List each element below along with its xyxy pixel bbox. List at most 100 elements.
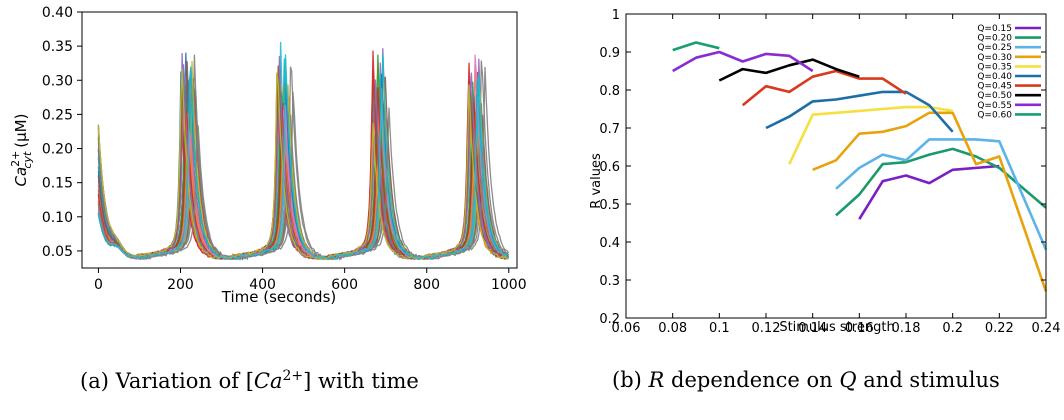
- chart-a-y-tick-label: 0.05: [42, 244, 73, 260]
- chart-a-series-line: [97, 77, 509, 261]
- chart-b-y-tick-label: 1: [612, 8, 620, 23]
- chart-a-y-tick-label: 0.25: [42, 107, 73, 123]
- chart-b-y-tick-label: 0.5: [599, 198, 620, 213]
- chart-a-series-line: [97, 54, 509, 261]
- chart-a-y-tick-label: 0.15: [42, 176, 73, 192]
- chart-a-series-line: [97, 61, 509, 261]
- chart-a-series-line: [97, 59, 509, 260]
- chart-a-series-line: [97, 54, 509, 260]
- chart-b-x-tick-label: 0.06: [612, 321, 641, 336]
- chart-a-series-line: [97, 66, 509, 261]
- chart-a-y-tick-label: 0.40: [42, 5, 73, 21]
- chart-b-series-line: [812, 111, 1048, 292]
- chart-b-series-line: [835, 138, 1048, 251]
- chart-b-series-line: [858, 164, 1000, 220]
- chart-b-y-tick-label: 0.7: [599, 122, 620, 137]
- chart-a-series-lines: [97, 41, 509, 261]
- chart-a-series-line: [97, 76, 509, 261]
- chart-b-legend-label: Q=0.45: [977, 82, 1012, 92]
- chart-a-series-line: [97, 58, 509, 261]
- chart-b-legend-label: Q=0.60: [977, 110, 1012, 120]
- chart-a-series-line: [97, 60, 509, 260]
- chart-a-series-line: [97, 96, 509, 261]
- chart-a-x-axis-label: Time (seconds): [221, 288, 337, 306]
- chart-a-x-tick-label: 0: [94, 277, 103, 293]
- chart-a-series-line: [97, 62, 509, 261]
- chart-b-x-axis: 0.06 0.08 0.1 0.12 0.14 0.16 0.18 0.2 0.22 0.24: [612, 14, 1061, 336]
- chart-b-x-tick-label: 0.2: [942, 321, 963, 336]
- chart-a-x-tick-label: 800: [413, 277, 440, 293]
- chart-a-y-tick-label: 0.10: [42, 210, 73, 226]
- chart-b-series-line: [718, 58, 860, 82]
- chart-b-series-lines: [672, 41, 1048, 292]
- chart-a-series-line: [97, 71, 509, 260]
- chart-a-series-line: [97, 77, 509, 260]
- chart-a-y-tick-label: 0.20: [42, 142, 73, 158]
- chart-b-legend-label: Q=0.35: [977, 62, 1012, 72]
- chart-b-y-tick-label: 0.9: [599, 46, 620, 61]
- chart-b-series-line: [672, 41, 720, 52]
- chart-b-y-axis: 0.2 0.3 0.4 0.5 0.6 0.7 0.8 0.9 1: [599, 8, 1046, 327]
- chart-b-series-line: [741, 69, 907, 107]
- chart-a-series-line: [97, 65, 509, 261]
- chart-b-legend-label: Q=0.50: [977, 91, 1012, 101]
- chart-b-x-tick-label: 0.18: [892, 321, 921, 336]
- chart-a-series-line: [97, 84, 509, 261]
- chart-b-x-axis-label: Stimulus strength: [779, 320, 894, 335]
- chart-b-x-tick-label: 0.16: [845, 321, 874, 336]
- chart-a-series-line: [97, 62, 509, 261]
- chart-a-y-axis: 0.05 0.10 0.15 0.20 0.25 0.30 0.35 0.40: [42, 5, 82, 260]
- chart-b-series-line: [672, 50, 814, 73]
- chart-a-series-line: [97, 88, 509, 261]
- chart-a-series-line: [97, 71, 509, 260]
- chart-a-series-line: [97, 54, 509, 261]
- chart-b-legend-label: Q=0.15: [977, 24, 1012, 34]
- chart-a-x-axis: 0 200 400 600 800 1000: [94, 268, 527, 293]
- chart-a-series-line: [97, 67, 509, 261]
- chart-a-series-line: [97, 99, 509, 260]
- chart-a-series-line: [97, 64, 509, 261]
- chart-b-legend-label: Q=0.20: [977, 34, 1012, 44]
- chart-a-y-tick-label: 0.30: [42, 73, 73, 89]
- chart-b-x-tick-label: 0.14: [798, 321, 827, 336]
- chart-a-x-tick-label: 1000: [491, 277, 527, 293]
- chart-b-x-tick-label: 0.08: [658, 321, 687, 336]
- chart-b-x-tick-label: 0.1: [709, 321, 730, 336]
- chart-b-y-tick-label: 0.8: [599, 84, 620, 99]
- chart-b-y-tick-label: 0.4: [599, 236, 620, 251]
- figure-caption-b: (b) R dependence on Q and stimulus: [612, 368, 1000, 392]
- chart-b-legend-label: Q=0.40: [977, 72, 1012, 82]
- chart-b-y-tick-label: 0.2: [599, 312, 620, 327]
- chart-a-series-line: [97, 56, 509, 260]
- chart-b-legend-label: Q=0.25: [977, 43, 1012, 53]
- chart-b-y-tick-label: 0.3: [599, 274, 620, 289]
- chart-a-x-tick-label: 200: [167, 277, 194, 293]
- chart-b-y-tick-label: 0.6: [599, 160, 620, 175]
- chart-a-x-tick-label: 600: [331, 277, 358, 293]
- chart-a-y-axis-label: Ca2+cyt(μM): [9, 114, 34, 187]
- chart-a-plot-frame: [81, 11, 518, 269]
- chart-a-series-line: [97, 81, 509, 261]
- chart-a-series-line: [97, 74, 509, 261]
- chart-a-series-line: [97, 81, 509, 261]
- chart-b-legend-label: Q=0.55: [977, 101, 1012, 111]
- chart-a-series-line: [97, 87, 509, 261]
- chart-a-series-line: [97, 54, 509, 261]
- chart-b-series-line: [788, 105, 953, 165]
- chart-a-series-line: [97, 68, 509, 261]
- chart-b-x-tick-label: 0.12: [752, 321, 781, 336]
- chart-b-r-values: 0.06 0.08 0.1 0.12 0.14 0.16 0.18 0.2 0.22 0.24 0…: [589, 8, 1061, 336]
- chart-b-legend-label: Q=0.30: [977, 53, 1012, 63]
- chart-a-calcium-time: 0 200 400 600 800 1000 0.050.100.150.200.250.…: [9, 5, 527, 306]
- chart-b-series-line: [835, 147, 1047, 217]
- chart-b-x-tick-label: 0.22: [985, 321, 1014, 336]
- chart-b-series-line: [765, 90, 954, 133]
- chart-b-legend: Q=0.15Q=0.20Q=0.25Q=0.30Q=0.35Q=0.40Q=0.…: [977, 24, 1041, 120]
- figure-caption-a: (a) Variation of [Ca2+] with time: [80, 368, 419, 393]
- chart-a-series-line: [97, 66, 509, 261]
- chart-a-series-line: [97, 65, 509, 260]
- chart-b-x-tick-label: 0.24: [1032, 321, 1061, 336]
- chart-a-y-tick-label: 0.35: [42, 39, 73, 55]
- chart-a-series-line: [97, 82, 509, 261]
- chart-a-x-tick-label: 400: [249, 277, 276, 293]
